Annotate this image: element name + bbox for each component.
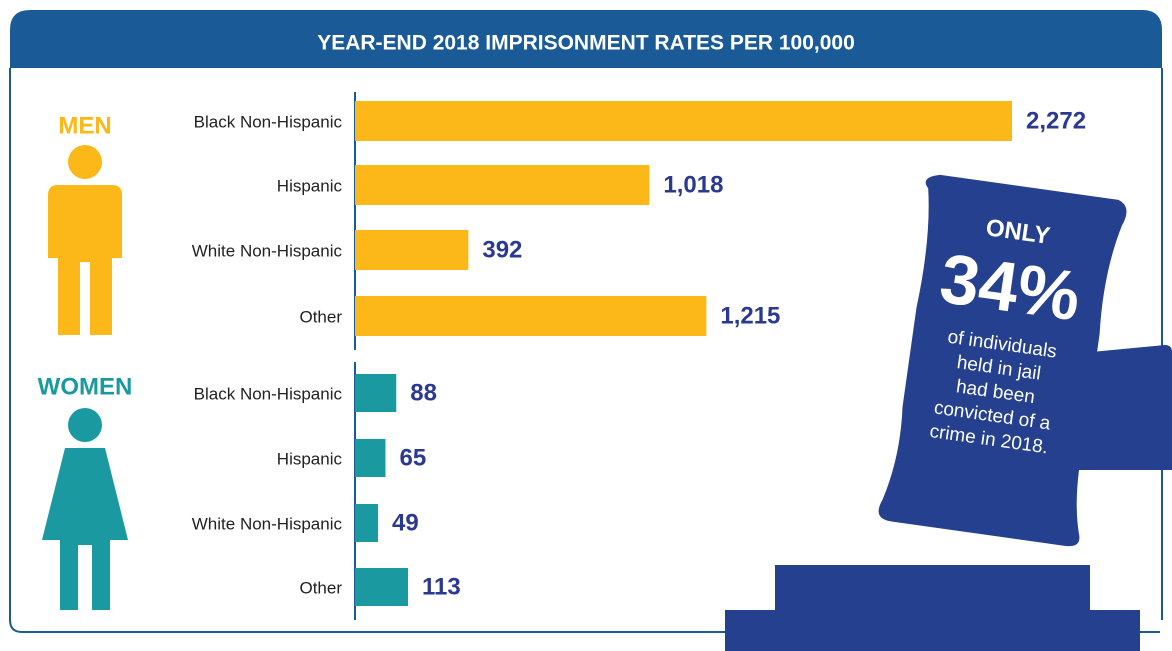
category-label: Hispanic	[277, 449, 343, 468]
men-icon	[48, 145, 122, 335]
category-label: Hispanic	[277, 176, 343, 195]
bar	[355, 165, 650, 205]
value-label: 65	[399, 444, 426, 471]
gavel	[725, 174, 1172, 651]
header-band	[10, 10, 1162, 68]
value-label: 2,272	[1026, 107, 1086, 134]
category-label: Other	[299, 307, 342, 326]
value-label: 1,215	[720, 302, 780, 329]
bar	[355, 101, 1012, 141]
callout-big: 34%	[935, 239, 1085, 336]
frame	[9, 68, 1160, 633]
bar	[355, 439, 386, 477]
bar	[355, 296, 707, 336]
value-label: 113	[422, 573, 461, 600]
bar	[355, 374, 397, 412]
value-label: 49	[392, 509, 419, 536]
category-label: Other	[299, 578, 342, 597]
bar	[355, 230, 469, 270]
chart-title: YEAR-END 2018 IMPRISONMENT RATES PER 100…	[317, 32, 855, 55]
group-label: MEN	[58, 112, 111, 139]
category-label: White Non-Hispanic	[192, 241, 343, 260]
value-label: 392	[482, 236, 522, 263]
bar	[355, 504, 378, 542]
value-label: 88	[410, 379, 437, 406]
category-label: White Non-Hispanic	[192, 514, 343, 533]
value-label: 1,018	[663, 171, 723, 198]
group-label: WOMEN	[38, 373, 133, 400]
category-label: Black Non-Hispanic	[194, 112, 343, 131]
women-icon	[42, 408, 128, 610]
category-label: Black Non-Hispanic	[194, 384, 343, 403]
bar	[355, 568, 408, 606]
